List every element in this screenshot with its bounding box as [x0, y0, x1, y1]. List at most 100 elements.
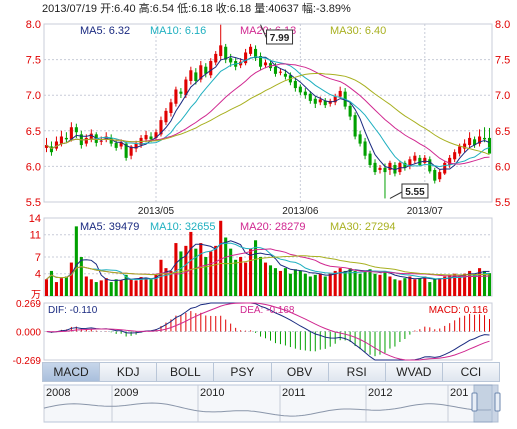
price-ma10-line	[46, 56, 490, 168]
volume-bar	[393, 279, 397, 296]
annotation-leader	[260, 24, 267, 39]
navigator-right-handle[interactable]	[494, 392, 501, 412]
candle-body	[363, 141, 367, 156]
candle-body	[423, 157, 427, 163]
price-axis-tick-left: 7.5	[26, 55, 41, 67]
candle-body	[458, 146, 462, 154]
candle-body	[433, 169, 437, 181]
annotation-box	[401, 183, 429, 199]
tab-boll[interactable]: BOLL	[157, 362, 215, 382]
candle-body	[478, 136, 482, 144]
candle-body	[448, 157, 452, 165]
candle-body	[323, 100, 327, 106]
volume-bar	[194, 248, 198, 296]
candle-body	[318, 99, 322, 103]
tab-obv[interactable]: OBV	[271, 362, 329, 382]
tab-kdj[interactable]: KDJ	[100, 362, 158, 382]
candle-body	[229, 58, 233, 63]
annotation-box	[266, 29, 294, 45]
indicator-tabs: MACD KDJ BOLL PSY OBV RSI WVAD CCI	[42, 362, 500, 382]
volume-unit-label: 万	[31, 290, 41, 301]
candle-body	[418, 157, 422, 165]
volume-bar	[119, 280, 123, 296]
candle-body	[283, 73, 287, 77]
candle-body	[219, 45, 223, 57]
volume-bar	[453, 273, 457, 296]
price-ma20-line	[46, 63, 490, 165]
candle-body	[258, 56, 263, 67]
candle-body	[224, 46, 228, 60]
candle-body	[308, 93, 312, 101]
price-axis-tick-left: 5.5	[26, 197, 41, 209]
candle-body	[89, 133, 93, 140]
price-axis-tick-right: 6.0	[495, 161, 510, 173]
volume-bar	[487, 273, 492, 296]
tab-macd[interactable]: MACD	[42, 362, 101, 382]
candle-body	[129, 146, 133, 156]
volume-bar	[139, 277, 143, 296]
navigator-left-handle[interactable]	[471, 392, 478, 412]
macd-legend-dif: DIF: -0.110	[48, 305, 98, 316]
annotation-leader	[389, 191, 403, 199]
navigator-year-label: 201	[450, 387, 468, 399]
volume-bar	[473, 273, 477, 296]
candle-body	[263, 62, 268, 66]
candle-body	[463, 143, 467, 149]
candle-body	[254, 48, 258, 59]
volume-bar	[373, 273, 377, 296]
tab-cci[interactable]: CCI	[442, 362, 500, 382]
volume-bar	[418, 278, 422, 296]
volume-bar	[398, 280, 402, 296]
volume-bar	[174, 243, 178, 296]
volume-bar	[224, 237, 228, 296]
price-axis-tick-right: 5.5	[495, 197, 510, 209]
candle-body	[403, 162, 407, 168]
candle-body	[49, 146, 54, 153]
candle-body	[378, 167, 382, 170]
volume-bar	[313, 274, 317, 296]
price-ma5-line	[46, 55, 490, 171]
macd-axis-tick: -0.269	[13, 356, 42, 367]
volume-bar	[129, 279, 133, 296]
volume-bar	[368, 269, 372, 296]
volume-ma30-line	[46, 255, 490, 280]
volume-bar	[408, 276, 412, 296]
volume-axis-tick: 7	[35, 252, 41, 264]
volume-bar	[388, 276, 392, 296]
macd-dea-line	[46, 302, 490, 361]
price-legend-ma5: MA5: 6.32	[80, 25, 130, 37]
volume-axis-tick: 11	[30, 230, 41, 242]
navigator-frame	[43, 384, 493, 423]
price-axis-tick-right: 8.0	[495, 19, 510, 31]
volume-bar	[348, 268, 352, 296]
candle-body	[174, 89, 178, 104]
price-axis-tick-right: 7.0	[495, 90, 510, 102]
volume-bar	[74, 226, 78, 296]
volume-bar	[109, 282, 113, 296]
volume-bar	[482, 270, 487, 296]
candle-body	[189, 70, 193, 81]
volume-bar	[438, 278, 442, 296]
candle-body	[244, 52, 248, 64]
volume-bar	[298, 270, 302, 296]
price-ma30-line	[46, 72, 490, 156]
candle-body	[333, 96, 337, 103]
tab-psy[interactable]: PSY	[214, 362, 272, 382]
volume-bar	[54, 282, 58, 296]
tab-wvad[interactable]: WVAD	[385, 362, 443, 382]
navigator-year-label: 2010	[200, 387, 224, 399]
tab-rsi[interactable]: RSI	[328, 362, 386, 382]
volume-bar	[214, 245, 218, 296]
volume-bar	[59, 278, 63, 296]
volume-bar	[94, 282, 98, 296]
volume-bar	[303, 273, 307, 296]
volume-bar	[468, 270, 472, 296]
candle-body	[144, 135, 148, 140]
volume-bar	[124, 274, 128, 296]
candle-body	[293, 80, 297, 89]
volume-ma20-line	[46, 248, 490, 280]
header-info: 2013/07/19 开:6.40 高:6.54 低:6.18 收:6.18 量…	[42, 3, 351, 15]
navigator-selection-window[interactable]	[473, 384, 499, 423]
candle-body	[154, 132, 158, 138]
